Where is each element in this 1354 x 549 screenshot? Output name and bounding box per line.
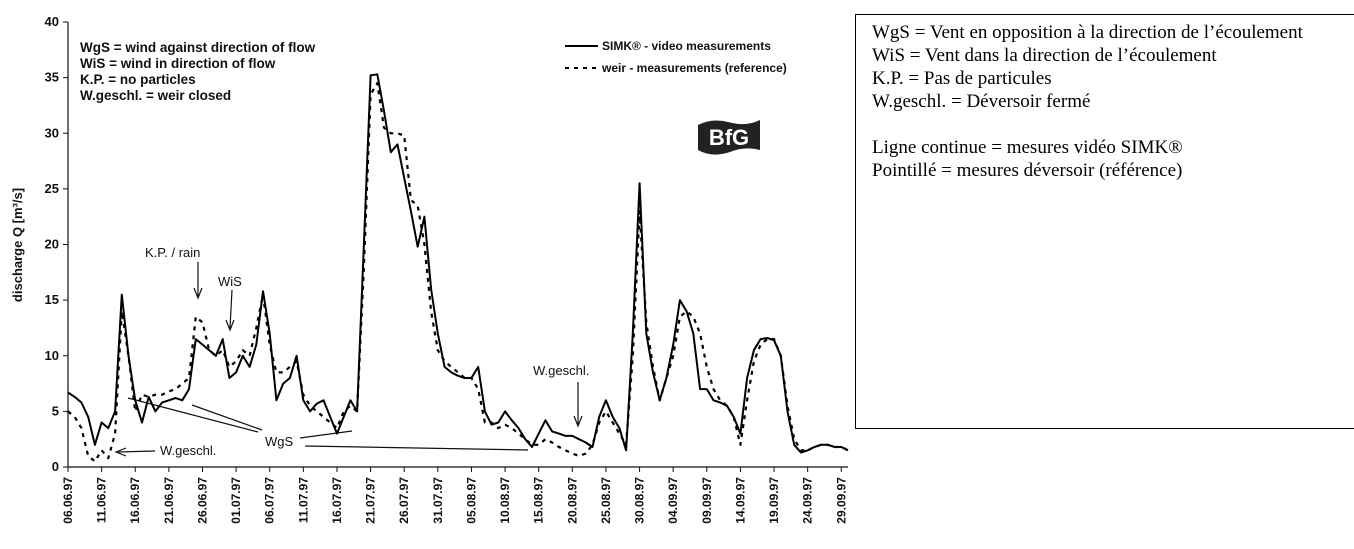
x-tick-label: 14.09.97 [733,477,747,524]
arrow [193,287,203,300]
note: K.P. = no particles [80,72,196,87]
x-tick-label: 06.06.97 [61,477,75,524]
annotation: W.geschl. [160,443,216,458]
arrow [114,447,127,457]
arrow [127,397,259,433]
arrow [225,319,235,332]
arrow [299,430,353,439]
x-tick-label: 16.07.97 [330,477,344,524]
y-tick-label: 30 [45,125,59,140]
arrow [573,415,583,428]
x-tick-label: 11.06.97 [95,477,109,523]
arrow [229,289,233,329]
y-tick-label: 25 [45,181,59,196]
logo-shape [698,120,760,155]
annotation: K.P. / rain [145,245,200,260]
x-tick-label: 25.08.97 [599,477,613,524]
arrow [191,404,263,431]
x-tick-label: 04.09.97 [666,477,680,524]
note: WgS = wind against direction of flow [80,40,316,55]
y-tick-label: 20 [45,237,59,252]
side-note: WgS = Vent en opposition à la direction … [855,14,1354,429]
chart: discharge Q [m³/s] 0 5 10 15 20 25 30 35 40 06.06… [10,14,849,524]
y-tick-label: 40 [45,14,59,29]
y-tick-label: 0 [52,459,59,474]
x-tick-label: 16.06.97 [128,477,142,524]
annotation: WgS [265,434,294,449]
x-tick-label: 01.07.97 [229,477,243,524]
x-tick-label: 26.07.97 [397,477,411,524]
side-note-line: WiS = Vent dans la direction de l’écoule… [872,45,1217,66]
x-tick-label: 05.08.97 [464,477,478,524]
y-tick-label: 15 [45,292,59,307]
annotation-arrows [114,262,583,457]
side-note-line: Pointillé = mesures déversoir (référence… [872,160,1183,181]
x-tick-label: 09.09.97 [700,477,714,524]
x-tick-label: 19.09.97 [767,477,781,524]
note: W.geschl. = weir closed [80,88,231,103]
side-note-line: K.P. = Pas de particules [872,68,1052,89]
arrow [304,445,529,451]
side-note-line: Ligne continue = mesures vidéo SIMK® [872,137,1183,158]
x-tick-label: 30.08.97 [633,477,647,524]
x-tick-label: 15.08.97 [532,477,546,524]
x-tick-label: 06.07.97 [263,477,277,524]
legend-label: SIMK® - video measurements [602,39,771,53]
y-tick-label: 10 [45,348,59,363]
annotation: WiS [218,274,242,289]
series-line [67,82,849,463]
annotation: W.geschl. [533,363,589,378]
x-tick-label: 11.07.97 [296,477,310,523]
logo: BfG [709,125,749,150]
x-tick-label: 21.07.97 [364,477,378,524]
arrow [117,450,156,453]
side-note-line: WgS = Vent en opposition à la direction … [872,22,1303,43]
legend-label: weir - measurements (reference) [601,61,787,75]
series-line [67,73,849,454]
x-tick-label: 24.09.97 [801,477,815,524]
y-axis-label: discharge Q [m³/s] [10,188,25,302]
side-note-line: W.geschl. = Déversoir fermé [872,91,1091,112]
x-tick-label: 26.06.97 [195,477,209,524]
x-tick-label: 10.08.97 [498,477,512,524]
x-tick-label: 21.06.97 [162,477,176,524]
note: WiS = wind in direction of flow [80,56,276,71]
x-tick-label: 29.09.97 [834,477,848,524]
x-tick-label: 31.07.97 [431,477,445,524]
x-tick-label: 20.08.97 [565,477,579,524]
y-tick-label: 35 [45,70,59,85]
y-tick-label: 5 [52,403,59,418]
